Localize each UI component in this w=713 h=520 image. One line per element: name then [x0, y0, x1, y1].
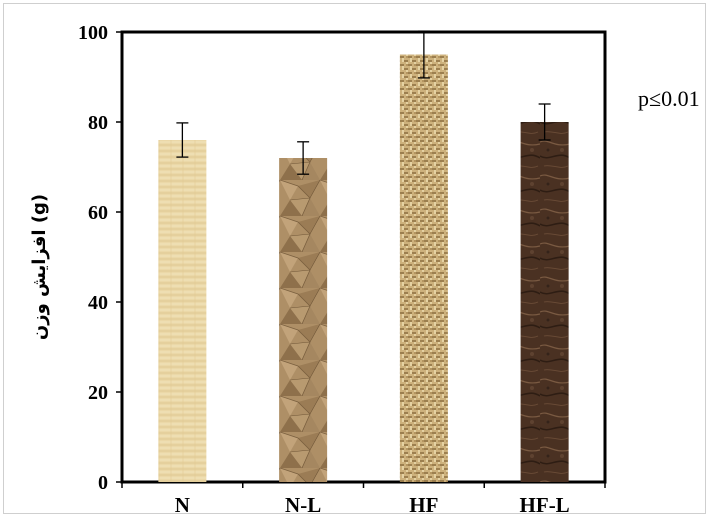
y-tick-label: 40 — [88, 292, 108, 314]
bar-n-l — [279, 158, 327, 482]
y-tick-label: 0 — [98, 472, 108, 494]
x-tick-label: HF-L — [520, 493, 570, 517]
y-tick-label: 20 — [88, 382, 108, 404]
x-tick-label: HF — [409, 493, 438, 517]
x-tick-label: N-L — [285, 493, 321, 517]
y-tick-label: 100 — [78, 22, 108, 44]
y-tick-label: 60 — [88, 202, 108, 224]
y-tick-label: 80 — [88, 112, 108, 134]
significance-annotation: p≤0.01 — [638, 86, 700, 111]
x-tick-label: N — [175, 493, 190, 517]
bar-hf-l — [521, 122, 569, 482]
bar-hf — [400, 55, 448, 483]
bar-n — [158, 140, 206, 482]
y-axis-title: (g) افزایش وزن — [29, 194, 50, 340]
